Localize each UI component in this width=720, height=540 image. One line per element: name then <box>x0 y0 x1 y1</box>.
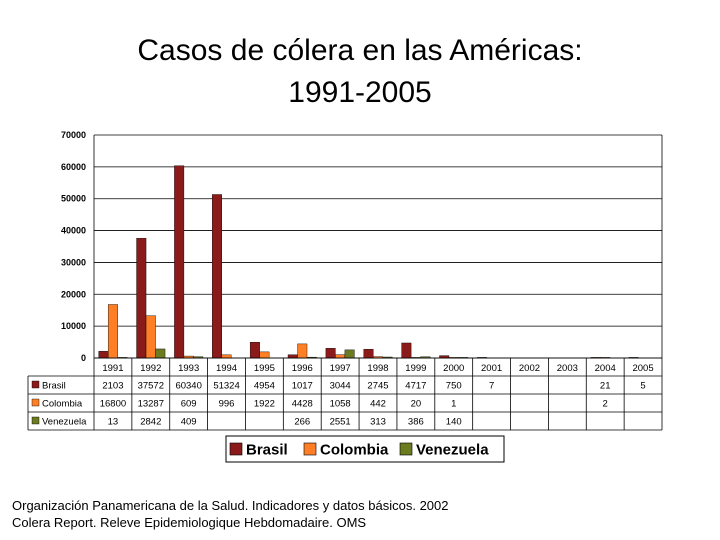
data-label: 1017 <box>292 381 313 392</box>
table-series-label: Brasil <box>42 381 66 392</box>
y-tick-label: 40000 <box>61 226 86 236</box>
data-label: 4717 <box>405 381 426 392</box>
data-label: 21 <box>600 381 611 392</box>
data-label: 1922 <box>254 399 275 410</box>
legend-label-colombia: Colombia <box>320 442 389 459</box>
y-tick-label: 0 <box>81 353 86 363</box>
x-category-label: 2003 <box>557 363 578 374</box>
chart-title: Casos de cólera en las Américas: 1991-20… <box>60 30 660 114</box>
y-tick-label: 30000 <box>61 257 86 267</box>
bar-venezuela <box>344 349 355 359</box>
x-category-label: 2002 <box>519 363 540 374</box>
data-label: 2842 <box>140 417 161 428</box>
table-series-label: Colombia <box>42 399 83 410</box>
source-note: Organización Panamericana de la Salud. I… <box>12 497 449 531</box>
data-label: 2745 <box>367 381 388 392</box>
x-category-label: 2005 <box>632 363 653 374</box>
data-label: 2551 <box>330 417 351 428</box>
x-category-label: 1991 <box>102 363 123 374</box>
data-label: 20 <box>411 399 422 410</box>
legend-box <box>225 435 505 463</box>
x-category-label: 1997 <box>330 363 351 374</box>
data-label: 13287 <box>138 399 164 410</box>
y-tick-label: 70000 <box>61 130 86 140</box>
x-category-label: 1998 <box>367 363 388 374</box>
table-legend-swatch-venezuela <box>31 416 40 425</box>
bar-brasil <box>136 238 147 359</box>
y-tick-label: 50000 <box>61 194 86 204</box>
data-label: 609 <box>181 399 197 410</box>
data-label: 37572 <box>138 381 164 392</box>
bar-colombia <box>259 351 270 359</box>
data-label: 2 <box>603 399 608 410</box>
bar-colombia <box>221 354 232 359</box>
bar-brasil <box>363 349 374 359</box>
source-line-2: Colera Report. Releve Epidemiologique He… <box>12 515 367 530</box>
x-category-label: 1993 <box>178 363 199 374</box>
x-category-label: 2004 <box>595 363 616 374</box>
bar-brasil <box>98 351 109 359</box>
data-label: 4428 <box>292 399 313 410</box>
data-label: 1 <box>451 399 456 410</box>
bar-brasil <box>401 342 412 359</box>
data-label: 996 <box>219 399 235 410</box>
data-label: 266 <box>294 417 310 428</box>
legend-swatch-venezuela <box>399 442 413 456</box>
data-label: 313 <box>370 417 386 428</box>
bar-venezuela <box>155 348 166 359</box>
bar-colombia <box>297 343 308 359</box>
x-category-label: 1992 <box>140 363 161 374</box>
bar-colombia <box>335 354 346 359</box>
data-label: 409 <box>181 417 197 428</box>
data-label: 5 <box>640 381 645 392</box>
x-category-label: 1994 <box>216 363 237 374</box>
bar-brasil <box>174 165 185 359</box>
table-legend-swatch-brasil <box>31 380 40 389</box>
data-label: 16800 <box>100 399 126 410</box>
data-label: 442 <box>370 399 386 410</box>
data-label: 750 <box>446 381 462 392</box>
chart-title-line1: Casos de cólera en las Américas: <box>137 34 583 67</box>
bar-brasil <box>325 348 336 359</box>
x-category-label: 1996 <box>292 363 313 374</box>
data-label: 7 <box>489 381 494 392</box>
data-label: 3044 <box>330 381 351 392</box>
x-category-label: 2001 <box>481 363 502 374</box>
legend-label-venezuela: Venezuela <box>416 442 489 459</box>
table-legend-swatch-colombia <box>31 398 40 407</box>
data-label: 13 <box>108 417 119 428</box>
data-label: 1058 <box>330 399 351 410</box>
legend-swatch-brasil <box>229 442 243 456</box>
y-tick-label: 20000 <box>61 289 86 299</box>
data-label: 2103 <box>102 381 123 392</box>
y-tick-label: 10000 <box>61 321 86 331</box>
data-label: 51324 <box>213 381 239 392</box>
data-label: 140 <box>446 417 462 428</box>
legend-label-brasil: Brasil <box>246 442 288 459</box>
data-label: 4954 <box>254 381 275 392</box>
legend-swatch-colombia <box>303 442 317 456</box>
bar-colombia <box>145 315 156 359</box>
y-tick-label: 60000 <box>61 162 86 172</box>
x-category-label: 2000 <box>443 363 464 374</box>
data-label: 386 <box>408 417 424 428</box>
table-series-label: Venezuela <box>42 417 87 428</box>
chart-title-line2: 1991-2005 <box>288 76 432 109</box>
x-category-label: 1995 <box>254 363 275 374</box>
bar-brasil <box>212 194 222 359</box>
data-label: 60340 <box>175 381 201 392</box>
x-category-label: 1999 <box>405 363 426 374</box>
bar-brasil <box>287 354 298 359</box>
source-line-1: Organización Panamericana de la Salud. I… <box>12 498 449 513</box>
bar-colombia <box>107 304 118 359</box>
bar-brasil <box>249 342 260 359</box>
